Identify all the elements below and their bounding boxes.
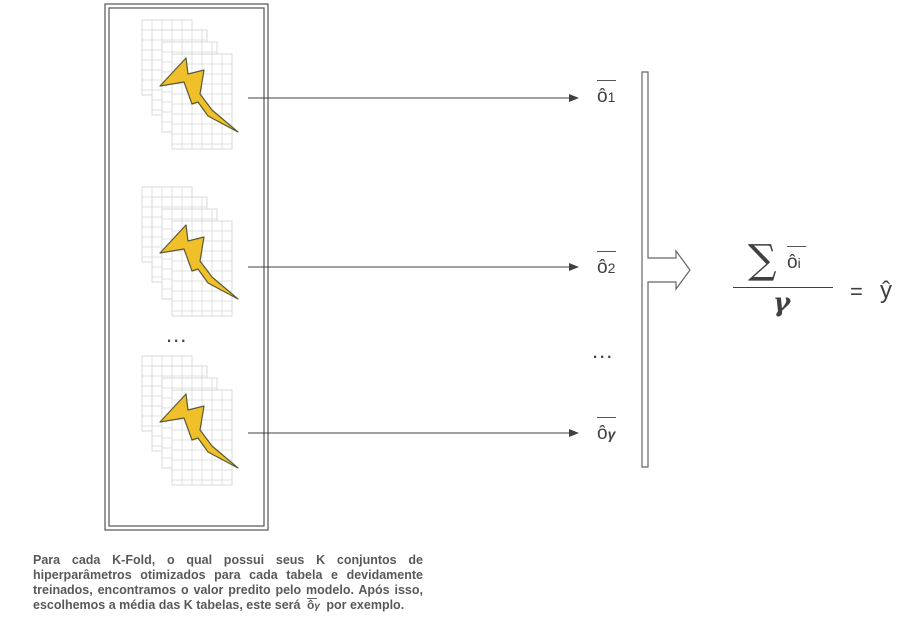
overline-mark (597, 417, 616, 418)
caption-subscript: γ (314, 601, 320, 612)
fold-1-table-stack-icon (141, 19, 239, 150)
folds-ellipsis: ... (166, 322, 188, 347)
formula-term-subscript: i (797, 255, 801, 271)
fold-2-lightning-icon (159, 224, 239, 300)
output-subscript: 1 (607, 89, 616, 105)
formula-sum-symbol: ∑ (748, 237, 777, 283)
output-subscript: γ (607, 426, 616, 442)
output-symbol: ô (597, 257, 608, 278)
overline-mark (306, 598, 317, 599)
output-label-gamma: ôγ (597, 417, 616, 445)
formula-fraction-line (733, 287, 833, 288)
overline-mark (597, 251, 616, 252)
fold-2-table-stack-icon (141, 186, 239, 317)
output-subscript: 2 (607, 260, 616, 276)
caption-text-before: Para cada K-Fold, o qual possui seus K c… (33, 553, 423, 612)
output-symbol: ô (597, 423, 608, 444)
overline-mark (787, 246, 806, 247)
fold-gamma-table-stack-icon (141, 355, 239, 486)
fold-stacks (141, 19, 239, 486)
overline-mark (597, 80, 616, 81)
caption-inline-symbol: ôγ (306, 598, 320, 614)
caption: Para cada K-Fold, o qual possui seus K c… (33, 553, 423, 614)
output-label-2: ô2 (597, 251, 616, 279)
formula-result: ŷ (880, 277, 892, 304)
formula-term-symbol: ô (787, 252, 798, 273)
formula-term: ôi (787, 246, 806, 274)
output-symbol: ô (597, 86, 608, 107)
caption-text-after: por exemplo. (326, 598, 405, 612)
fold-1-lightning-icon (159, 57, 239, 133)
output-label-1: ô1 (597, 80, 616, 108)
formula-equals: = (850, 279, 863, 304)
caption-symbol: ô (306, 598, 315, 612)
formula-denominator: γ (773, 288, 791, 318)
aggregate-block-arrow-icon (641, 71, 691, 468)
fold-gamma-lightning-icon (159, 393, 239, 469)
outputs-ellipsis: ... (592, 338, 614, 363)
